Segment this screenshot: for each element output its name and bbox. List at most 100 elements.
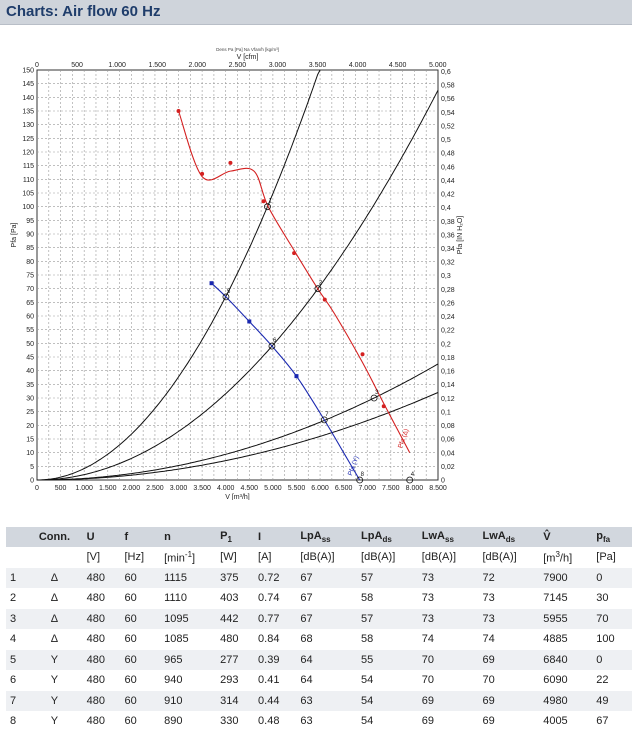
operating-point-label: 5 bbox=[227, 289, 231, 295]
table-cell: 54 bbox=[357, 670, 418, 691]
x-tick-label-bottom: 2.500 bbox=[146, 485, 164, 492]
table-cell: 22 bbox=[592, 670, 632, 691]
x-tick-label-top: 4.500 bbox=[389, 62, 407, 69]
table-cell: 940 bbox=[160, 670, 217, 691]
y-tick-label-left: 35 bbox=[26, 382, 34, 389]
x-tick-label-bottom: 5.500 bbox=[288, 485, 306, 492]
unit-cell bbox=[26, 547, 83, 568]
table-cell: 0.77 bbox=[254, 608, 297, 629]
table-cell: 60 bbox=[120, 608, 161, 629]
operating-point-marker bbox=[370, 394, 378, 402]
table-cell: 64 bbox=[296, 670, 358, 691]
table-body: [V] [Hz] [min-1] [W] [A] [dB(A)] [dB(A)] [dB(A)… bbox=[6, 547, 632, 732]
table-cell: 72 bbox=[478, 567, 540, 588]
y-tick-label-left: 70 bbox=[26, 286, 34, 293]
unit-cell bbox=[6, 547, 27, 568]
y-tick-label-right: 0,18 bbox=[441, 355, 455, 362]
operating-point-label: 6 bbox=[273, 338, 277, 344]
table-cell: 0.39 bbox=[254, 649, 297, 670]
operating-point-label: 2 bbox=[319, 281, 323, 287]
x-tick-label-top: 3.000 bbox=[269, 62, 287, 69]
table-cell: 69 bbox=[478, 711, 540, 732]
series-marker bbox=[322, 297, 327, 302]
column-header: pfa bbox=[592, 527, 632, 547]
air-flow-chart: 0 500 1.000 1.500 2.000 2.500 3.000 3.500 4.000 4… bbox=[11, 47, 464, 500]
table-cell: 0.44 bbox=[254, 690, 297, 711]
table-cell: 64 bbox=[296, 649, 358, 670]
x-tick-label-top: 3.500 bbox=[309, 62, 327, 69]
y-tick-label-right: 0,36 bbox=[441, 232, 455, 239]
table-row: 4 Δ 480 60 1085 480 0.84 68 58 74 74 4885 100 bbox=[6, 629, 632, 650]
operating-point-marker bbox=[406, 476, 414, 484]
table-cell: Y bbox=[26, 649, 83, 670]
operating-point-label: 8 bbox=[361, 472, 365, 478]
series-marker bbox=[228, 160, 233, 165]
table-cell: 49 bbox=[592, 690, 632, 711]
x-tick-label-bottom: 5.000 bbox=[264, 485, 282, 492]
x-tick-label-bottom: 4.500 bbox=[241, 485, 259, 492]
column-header: V̂ bbox=[539, 527, 593, 547]
table-cell: 68 bbox=[296, 629, 358, 650]
table-cell: 480 bbox=[82, 608, 121, 629]
column-header: f bbox=[120, 527, 161, 547]
table-cell: 73 bbox=[478, 588, 540, 609]
y-tick-label-left: 40 bbox=[26, 368, 34, 375]
table-cell: 67 bbox=[296, 588, 358, 609]
table-cell: 8 bbox=[6, 711, 27, 732]
operating-point-label: 4 bbox=[411, 472, 415, 478]
y-tick-label-right: 0,5 bbox=[441, 137, 451, 144]
y-tick-label-left: 25 bbox=[26, 409, 34, 416]
y-tick-label-right: 0,24 bbox=[441, 314, 455, 321]
system-curve bbox=[37, 89, 439, 481]
series-line bbox=[178, 110, 411, 453]
table-row: 7 Y 480 60 910 314 0.44 63 54 69 69 4980 49 bbox=[6, 690, 632, 711]
table-cell: 5955 bbox=[539, 608, 593, 629]
table-cell: 63 bbox=[296, 690, 358, 711]
operating-point-marker bbox=[320, 416, 328, 424]
section-title: Charts: Air flow 60 Hz bbox=[6, 3, 161, 20]
table-cell: Δ bbox=[26, 629, 83, 650]
table-cell: 890 bbox=[160, 711, 217, 732]
table-row: 8 Y 480 60 890 330 0.48 63 54 69 69 4005 67 bbox=[6, 711, 632, 732]
x-tick-label-bottom: 3.500 bbox=[193, 485, 211, 492]
y-tick-label-left: 105 bbox=[22, 191, 34, 198]
unit-cell: [dB(A)] bbox=[296, 547, 358, 568]
table-cell: 403 bbox=[216, 588, 255, 609]
y-tick-label-left: 80 bbox=[26, 259, 34, 266]
table-cell: Δ bbox=[26, 608, 83, 629]
table-cell: 70 bbox=[592, 608, 632, 629]
table-cell: 0.74 bbox=[254, 588, 297, 609]
table-cell: 6840 bbox=[539, 649, 593, 670]
y-tick-label-right: 0,1 bbox=[441, 409, 451, 416]
x-tick-label-top: 1.500 bbox=[148, 62, 166, 69]
x-tick-label-bottom: 4.000 bbox=[217, 485, 235, 492]
table-cell: 6 bbox=[6, 670, 27, 691]
y-tick-label-right: 0,44 bbox=[441, 178, 455, 185]
y-tick-label-left: 50 bbox=[26, 341, 34, 348]
table-cell: 7900 bbox=[539, 567, 593, 588]
table-cell: 314 bbox=[216, 690, 255, 711]
table-cell: 60 bbox=[120, 588, 161, 609]
y-tick-label-left: 45 bbox=[26, 355, 34, 362]
x-tick-label-top: 4.000 bbox=[349, 62, 367, 69]
table-cell: Δ bbox=[26, 588, 83, 609]
unit-cell: [W] bbox=[216, 547, 255, 568]
table-cell: 480 bbox=[82, 670, 121, 691]
y-tick-label-right: 0,4 bbox=[441, 205, 451, 212]
table-cell: 0.41 bbox=[254, 670, 297, 691]
y-tick-label-left: 130 bbox=[22, 122, 34, 129]
operating-point-marker bbox=[356, 476, 364, 484]
table-cell: 6090 bbox=[539, 670, 593, 691]
x-tick-label-bottom: 8.500 bbox=[429, 485, 447, 492]
y-tick-label-right: 0,06 bbox=[441, 437, 455, 444]
series-marker bbox=[294, 374, 299, 379]
series-marker bbox=[261, 199, 266, 204]
table-cell: 58 bbox=[357, 588, 418, 609]
x-axis-label-bottom: V [m³/h] bbox=[225, 494, 250, 500]
column-header: U bbox=[82, 527, 121, 547]
operating-point-marker bbox=[314, 285, 322, 293]
table-cell: 0 bbox=[592, 649, 632, 670]
y-tick-label-left: 140 bbox=[22, 95, 34, 102]
table-cell: 1110 bbox=[160, 588, 217, 609]
table-cell: 0.72 bbox=[254, 567, 297, 588]
